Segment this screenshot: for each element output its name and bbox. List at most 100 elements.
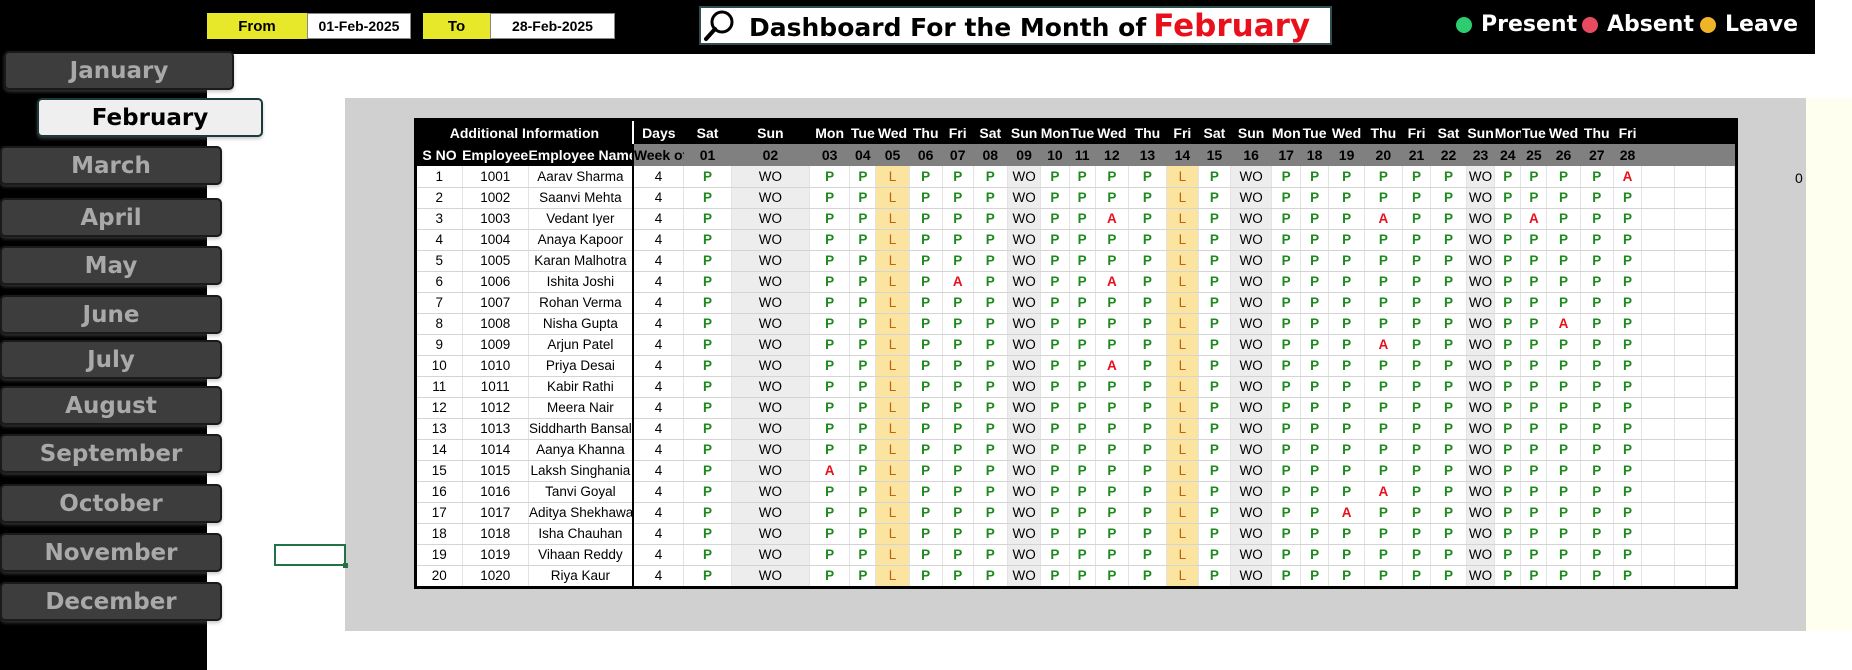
- month-button-february[interactable]: February: [37, 98, 263, 137]
- employee-name-cell[interactable]: Laksh Singhania: [528, 460, 634, 482]
- attendance-cell[interactable]: P: [1520, 502, 1548, 524]
- attendance-cell[interactable]: P: [1271, 460, 1301, 482]
- attendance-cell[interactable]: P: [973, 271, 1008, 293]
- attendance-cell[interactable]: P: [1546, 565, 1581, 586]
- attendance-cell[interactable]: P: [942, 292, 974, 314]
- to-date-field[interactable]: 28-Feb-2025: [490, 13, 615, 39]
- attendance-cell[interactable]: WO: [1007, 439, 1042, 461]
- attendance-cell[interactable]: P: [809, 418, 851, 440]
- attendance-cell[interactable]: P: [683, 355, 732, 377]
- selected-cell[interactable]: [274, 544, 348, 568]
- attendance-cell[interactable]: P: [1300, 481, 1330, 503]
- attendance-cell[interactable]: WO: [731, 439, 810, 461]
- attendance-cell[interactable]: P: [1364, 418, 1403, 440]
- attendance-cell[interactable]: P: [1430, 481, 1467, 503]
- attendance-cell[interactable]: [1674, 418, 1707, 440]
- attendance-cell[interactable]: L: [1166, 208, 1199, 230]
- attendance-cell[interactable]: P: [1613, 187, 1643, 209]
- attendance-cell[interactable]: A: [1095, 355, 1129, 377]
- attendance-cell[interactable]: P: [1402, 355, 1432, 377]
- attendance-cell[interactable]: [1674, 481, 1707, 503]
- attendance-cell[interactable]: P: [849, 271, 877, 293]
- attendance-cell[interactable]: P: [1328, 355, 1365, 377]
- employee-id-cell[interactable]: 1005: [462, 250, 529, 272]
- attendance-cell[interactable]: P: [683, 460, 732, 482]
- attendance-cell[interactable]: P: [1520, 439, 1548, 461]
- attendance-cell[interactable]: P: [1128, 544, 1167, 566]
- attendance-cell[interactable]: P: [909, 292, 943, 314]
- attendance-cell[interactable]: P: [973, 460, 1008, 482]
- attendance-cell[interactable]: P: [1546, 418, 1581, 440]
- attendance-cell[interactable]: P: [909, 166, 943, 188]
- attendance-cell[interactable]: P: [809, 187, 851, 209]
- attendance-cell[interactable]: WO: [1007, 376, 1042, 398]
- attendance-cell[interactable]: P: [1613, 439, 1643, 461]
- week-off-cell[interactable]: 4: [632, 481, 685, 503]
- attendance-cell[interactable]: P: [1095, 250, 1129, 272]
- attendance-cell[interactable]: WO: [1007, 250, 1042, 272]
- week-off-cell[interactable]: 4: [632, 292, 685, 314]
- attendance-cell[interactable]: P: [1580, 544, 1614, 566]
- attendance-cell[interactable]: P: [1402, 565, 1432, 586]
- attendance-cell[interactable]: P: [1128, 292, 1167, 314]
- attendance-cell[interactable]: WO: [1007, 292, 1042, 314]
- attendance-cell[interactable]: P: [1580, 418, 1614, 440]
- attendance-cell[interactable]: L: [875, 313, 910, 335]
- attendance-cell[interactable]: P: [1402, 439, 1432, 461]
- attendance-cell[interactable]: P: [1402, 460, 1432, 482]
- attendance-cell[interactable]: P: [1520, 523, 1548, 545]
- attendance-cell[interactable]: L: [875, 418, 910, 440]
- attendance-cell[interactable]: P: [1271, 397, 1301, 419]
- attendance-cell[interactable]: WO: [1007, 565, 1042, 586]
- attendance-cell[interactable]: P: [1271, 418, 1301, 440]
- attendance-cell[interactable]: P: [849, 292, 877, 314]
- attendance-cell[interactable]: WO: [1007, 397, 1042, 419]
- attendance-cell[interactable]: P: [1364, 292, 1403, 314]
- attendance-cell[interactable]: P: [1494, 523, 1522, 545]
- sno-cell[interactable]: 3: [417, 208, 463, 230]
- attendance-cell[interactable]: [1674, 355, 1707, 377]
- sno-cell[interactable]: 11: [417, 376, 463, 398]
- attendance-cell[interactable]: P: [849, 460, 877, 482]
- attendance-cell[interactable]: P: [942, 418, 974, 440]
- attendance-cell[interactable]: P: [1095, 313, 1129, 335]
- attendance-cell[interactable]: WO: [731, 355, 810, 377]
- attendance-cell[interactable]: P: [1198, 313, 1231, 335]
- attendance-cell[interactable]: P: [1546, 334, 1581, 356]
- attendance-cell[interactable]: WO: [1007, 502, 1042, 524]
- week-off-cell[interactable]: 4: [632, 502, 685, 524]
- attendance-cell[interactable]: P: [942, 439, 974, 461]
- attendance-cell[interactable]: P: [1128, 523, 1167, 545]
- attendance-cell[interactable]: P: [1520, 313, 1548, 335]
- employee-name-cell[interactable]: Aarav Sharma: [528, 166, 634, 188]
- attendance-cell[interactable]: P: [1580, 250, 1614, 272]
- attendance-cell[interactable]: P: [1095, 418, 1129, 440]
- attendance-cell[interactable]: P: [1040, 523, 1070, 545]
- week-off-cell[interactable]: 4: [632, 460, 685, 482]
- month-button-august[interactable]: August: [0, 386, 222, 425]
- attendance-cell[interactable]: P: [1040, 229, 1070, 251]
- attendance-cell[interactable]: P: [849, 334, 877, 356]
- attendance-cell[interactable]: P: [973, 229, 1008, 251]
- attendance-cell[interactable]: P: [809, 250, 851, 272]
- attendance-cell[interactable]: P: [1520, 229, 1548, 251]
- attendance-cell[interactable]: L: [875, 166, 910, 188]
- attendance-cell[interactable]: P: [1095, 334, 1129, 356]
- attendance-cell[interactable]: P: [1580, 565, 1614, 586]
- attendance-cell[interactable]: P: [1430, 418, 1467, 440]
- attendance-cell[interactable]: A: [942, 271, 974, 293]
- attendance-cell[interactable]: WO: [1466, 523, 1496, 545]
- attendance-cell[interactable]: P: [909, 187, 943, 209]
- attendance-cell[interactable]: P: [1128, 250, 1167, 272]
- attendance-cell[interactable]: P: [1328, 166, 1365, 188]
- attendance-cell[interactable]: L: [1166, 229, 1199, 251]
- attendance-cell[interactable]: P: [683, 292, 732, 314]
- attendance-cell[interactable]: L: [875, 460, 910, 482]
- attendance-cell[interactable]: [1674, 376, 1707, 398]
- attendance-cell[interactable]: P: [1271, 187, 1301, 209]
- attendance-cell[interactable]: [1705, 376, 1735, 398]
- attendance-cell[interactable]: P: [809, 313, 851, 335]
- attendance-cell[interactable]: P: [1613, 565, 1643, 586]
- attendance-cell[interactable]: P: [1520, 418, 1548, 440]
- attendance-cell[interactable]: [1674, 208, 1707, 230]
